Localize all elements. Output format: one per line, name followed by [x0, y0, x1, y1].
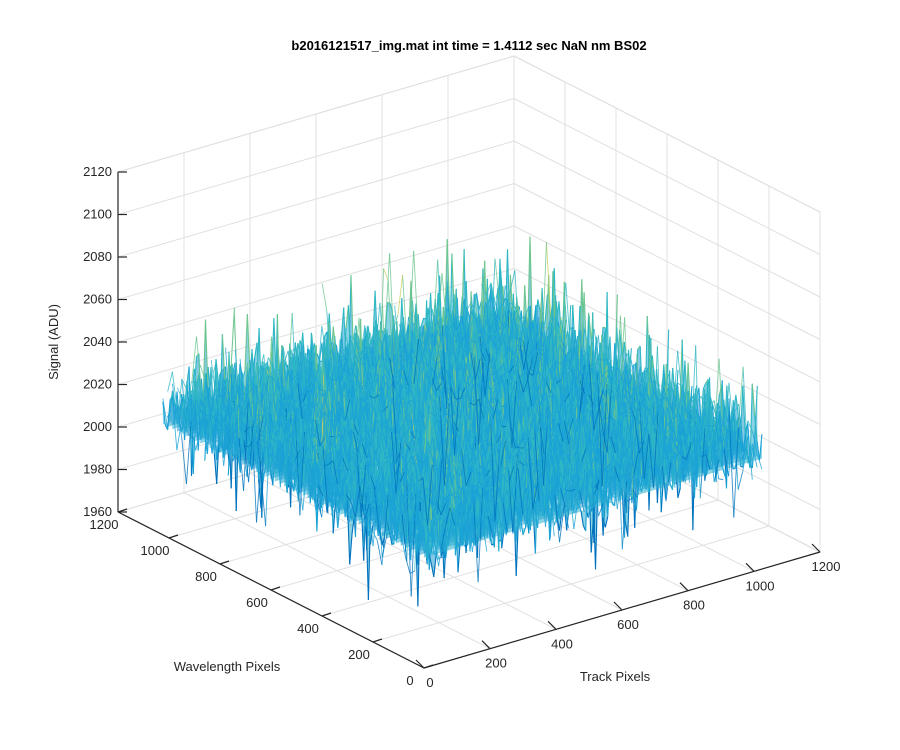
surface-edge	[434, 362, 439, 372]
surface-edge	[364, 326, 368, 354]
surface-edge	[183, 394, 187, 423]
surface-edge	[527, 236, 531, 338]
surface-edge	[244, 314, 248, 372]
surface-edge	[302, 332, 306, 368]
surface-edge	[204, 319, 209, 388]
surface-edge	[162, 401, 166, 426]
surface-edge	[221, 334, 226, 380]
surface-edge	[386, 333, 390, 338]
floor-grid-line	[372, 525, 770, 643]
surface-edge	[219, 334, 223, 414]
surface-edge	[386, 364, 391, 378]
surface-edge	[602, 326, 606, 329]
surface-edge	[193, 356, 198, 394]
surface-edge	[215, 358, 219, 382]
floor-grid-line	[321, 499, 719, 617]
surface-mesh	[162, 236, 763, 607]
wall-grid-line	[117, 98, 515, 215]
surface-edge	[367, 325, 372, 343]
surface-edge	[194, 387, 199, 423]
surface-edge	[461, 249, 465, 324]
surface-edge	[544, 294, 548, 323]
surface-edge	[214, 397, 218, 410]
wall-grid-line	[117, 183, 515, 300]
surface-edge	[330, 326, 334, 358]
surface-edge	[442, 306, 447, 353]
wall-grid-line	[513, 55, 821, 213]
surface-edge	[213, 453, 218, 484]
surface-edge	[366, 336, 371, 352]
wall-grid-line	[117, 225, 515, 343]
surface-edge	[420, 317, 425, 327]
surface-edge	[207, 367, 212, 397]
surface-edge	[427, 321, 431, 328]
surface-edge	[202, 319, 207, 403]
surface-edge	[198, 374, 202, 399]
surface-edge	[236, 372, 241, 378]
surface-edge	[427, 307, 432, 328]
surface-edge	[331, 367, 336, 396]
wall-grid-line	[513, 225, 821, 383]
surface-edge	[398, 332, 402, 337]
surface-edge	[545, 275, 550, 340]
surface-edge	[340, 307, 345, 340]
wall-grid-line	[117, 140, 515, 258]
surface-edge	[536, 328, 541, 333]
surface-edge	[371, 326, 376, 338]
surface-edge	[299, 340, 303, 348]
surface-edge	[251, 353, 255, 372]
wall-grid-line	[513, 98, 821, 255]
surface-edge	[232, 451, 236, 462]
wall-grid-line	[117, 55, 515, 173]
wall-grid-line	[513, 140, 821, 298]
surface-edge	[236, 441, 241, 469]
wall-grid-line	[513, 183, 821, 340]
surface-edge	[439, 355, 444, 362]
surface-edge	[402, 317, 407, 342]
surface-edge	[537, 299, 541, 314]
surface-edge	[524, 285, 528, 327]
surface-edge	[174, 391, 178, 420]
surface-edge	[202, 416, 206, 438]
